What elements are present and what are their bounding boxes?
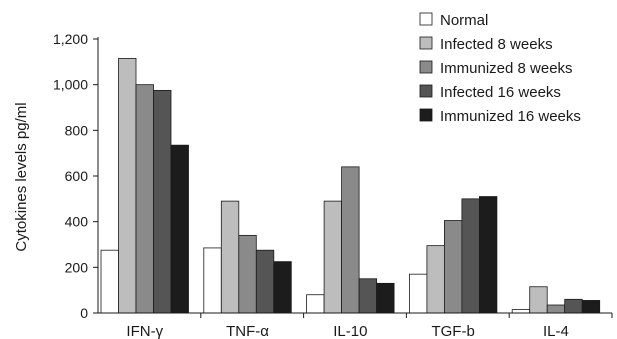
bar-2-3 [358, 278, 378, 314]
axes: 0 200 400 600 800 1,000 1,200 IFN-γ TNF-α IL-10 TG… [53, 31, 613, 339]
x-category-label: IL-4 [543, 323, 569, 339]
legend-swatch [419, 12, 433, 26]
legend-swatch [419, 84, 433, 98]
bar-4-3 [564, 298, 583, 314]
y-tick-label: 1,000 [53, 77, 88, 93]
bar-1-4 [273, 261, 292, 314]
bar-2-0 [306, 294, 325, 314]
bar-3-1 [426, 245, 445, 314]
legend-label: Normal [440, 12, 488, 29]
y-tick-label: 0 [80, 305, 88, 321]
legend-label: Infected 16 weeks [440, 84, 561, 101]
bar-1-0 [203, 247, 222, 314]
bar-1-1 [220, 200, 240, 314]
bar-2-2 [341, 166, 360, 314]
x-category-label: IL-10 [333, 323, 367, 339]
legend-swatch [419, 108, 433, 122]
bar-0-2 [135, 84, 154, 314]
bar-0-0 [100, 249, 119, 314]
bar-1-2 [238, 234, 257, 314]
y-tick-label: 800 [65, 122, 89, 138]
legend-swatch [419, 36, 433, 50]
x-category-label: IFN-γ [126, 323, 163, 339]
y-axis-title: Cytokines levels pg/ml [13, 102, 30, 251]
bar-3-4 [478, 196, 498, 314]
bar-2-1 [323, 200, 343, 314]
bar-3-3 [461, 198, 480, 314]
legend-label: Infected 8 weeks [440, 36, 553, 53]
y-tick-label: 600 [65, 168, 89, 184]
bar-4-2 [546, 304, 566, 314]
bar-3-2 [443, 220, 463, 314]
bar-0-3 [153, 89, 172, 314]
bar-3-0 [408, 273, 428, 314]
x-category-label: TNF-α [226, 323, 269, 339]
y-tick-label: 400 [65, 214, 89, 230]
bar-4-1 [529, 286, 548, 314]
bar-2-4 [376, 282, 395, 314]
legend-swatch [419, 60, 433, 74]
y-tick-label: 200 [65, 259, 89, 275]
bar-4-4 [581, 300, 601, 314]
x-category-label: TGF-b [431, 323, 474, 339]
bars-group [100, 58, 601, 314]
bar-1-3 [255, 249, 275, 314]
y-tick-label: 1,200 [53, 31, 88, 47]
legend-label: Immunized 8 weeks [440, 60, 573, 77]
bar-0-1 [118, 58, 137, 314]
legend: Normal Infected 8 weeks Immunized 8 weeks I… [419, 12, 581, 125]
bar-0-4 [170, 144, 189, 314]
bar-4-0 [511, 309, 531, 314]
legend-label: Immunized 16 weeks [440, 108, 581, 125]
